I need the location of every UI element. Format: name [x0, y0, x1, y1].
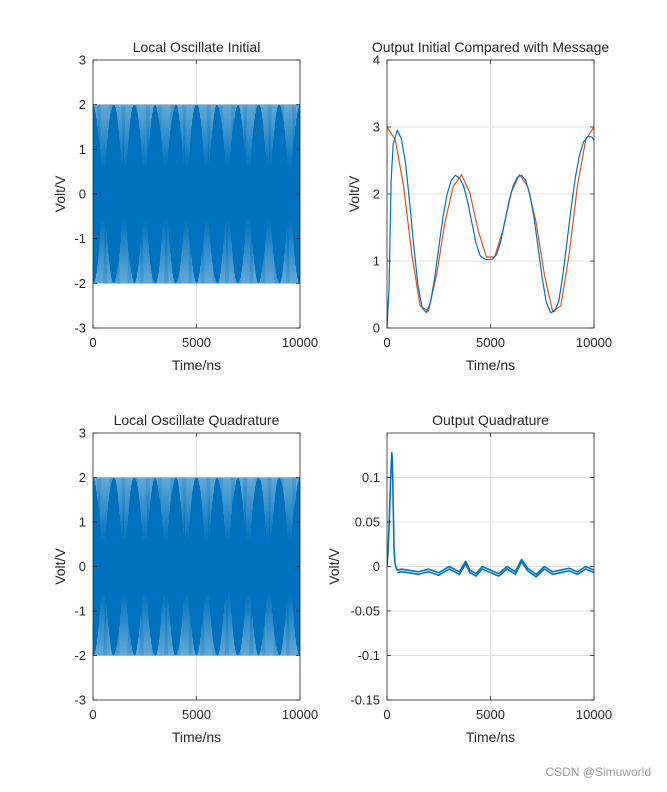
- series-line: [93, 104, 300, 284]
- y-tick-label: 3: [373, 120, 380, 135]
- chart-title: Output Quadrature: [432, 412, 549, 428]
- y-tick-label: 2: [373, 187, 380, 202]
- x-tick-label: 0: [89, 707, 96, 722]
- x-tick-label: 5000: [476, 707, 505, 722]
- y-tick-label: -1: [74, 604, 86, 619]
- x-tick-label: 10000: [282, 707, 318, 722]
- series-line: [387, 129, 594, 328]
- y-tick-label: 1: [79, 515, 86, 530]
- y-tick-label: -2: [74, 648, 86, 663]
- y-axis-label: Volt/V: [346, 175, 362, 212]
- subplot-output-quadrature: 0 5000 10000 -0.15 -0.1 -0.05 0 0.05 0.1 Output Q…: [326, 412, 612, 745]
- y-tick-label: 0: [373, 559, 380, 574]
- y-tick-label: 3: [79, 53, 86, 68]
- y-tick-label: 4: [373, 53, 380, 68]
- x-axis-label: Time/ns: [172, 729, 221, 745]
- y-tick-label: 0: [79, 559, 86, 574]
- series-group: [93, 104, 300, 284]
- x-tick-label: 5000: [182, 335, 211, 350]
- x-tick-label: 0: [383, 335, 390, 350]
- x-tick-label: 10000: [576, 707, 612, 722]
- y-tick-label: 0.05: [355, 515, 380, 530]
- y-tick-label: 0.1: [362, 470, 380, 485]
- x-tick-label: 0: [89, 335, 96, 350]
- series-group: [93, 477, 300, 656]
- y-tick-label: -0.1: [358, 648, 380, 663]
- watermark: CSDN @Simuworld: [545, 765, 651, 779]
- y-tick-label: -3: [74, 321, 86, 336]
- y-tick-label: 2: [79, 470, 86, 485]
- y-tick-label: 1: [79, 142, 86, 157]
- subplot-local-oscillate-initial: 0 5000 10000 -3 -2 -1 0 1 2 3 Local Oscillate Init…: [52, 39, 318, 373]
- y-tick-label: -0.15: [350, 693, 380, 708]
- series-group: [387, 126, 594, 328]
- y-axis-label: Volt/V: [52, 175, 68, 212]
- series-noise-band: [397, 560, 594, 579]
- y-tick-label: 0: [79, 187, 86, 202]
- y-axis-label: Volt/V: [326, 548, 342, 585]
- x-tick-label: 5000: [476, 335, 505, 350]
- y-tick-label: -1: [74, 231, 86, 246]
- y-tick-label: 1: [373, 254, 380, 269]
- x-tick-label: 0: [383, 707, 390, 722]
- x-axis-label: Time/ns: [466, 357, 515, 373]
- y-tick-label: -3: [74, 693, 86, 708]
- x-axis-label: Time/ns: [466, 729, 515, 745]
- y-tick-label: -2: [74, 276, 86, 291]
- y-tick-label: 0: [373, 321, 380, 336]
- x-tick-label: 10000: [282, 335, 318, 350]
- series-line: [93, 477, 300, 656]
- y-tick-label: 2: [79, 97, 86, 112]
- x-tick-label: 5000: [182, 707, 211, 722]
- chart-title: Output Initial Compared with Message: [372, 39, 610, 55]
- x-tick-label: 10000: [576, 335, 612, 350]
- series-line: [387, 451, 594, 576]
- y-tick-label: 3: [79, 426, 86, 441]
- y-tick-label: -0.05: [350, 604, 380, 619]
- x-axis-label: Time/ns: [172, 357, 221, 373]
- y-axis-label: Volt/V: [52, 548, 68, 585]
- chart-title: Local Oscillate Quadrature: [114, 412, 280, 428]
- subplot-local-oscillate-quadrature: 0 5000 10000 -3 -2 -1 0 1 2 3 Local Oscillate Quad…: [52, 412, 318, 745]
- series-group: [387, 451, 594, 579]
- chart-title: Local Oscillate Initial: [133, 39, 261, 55]
